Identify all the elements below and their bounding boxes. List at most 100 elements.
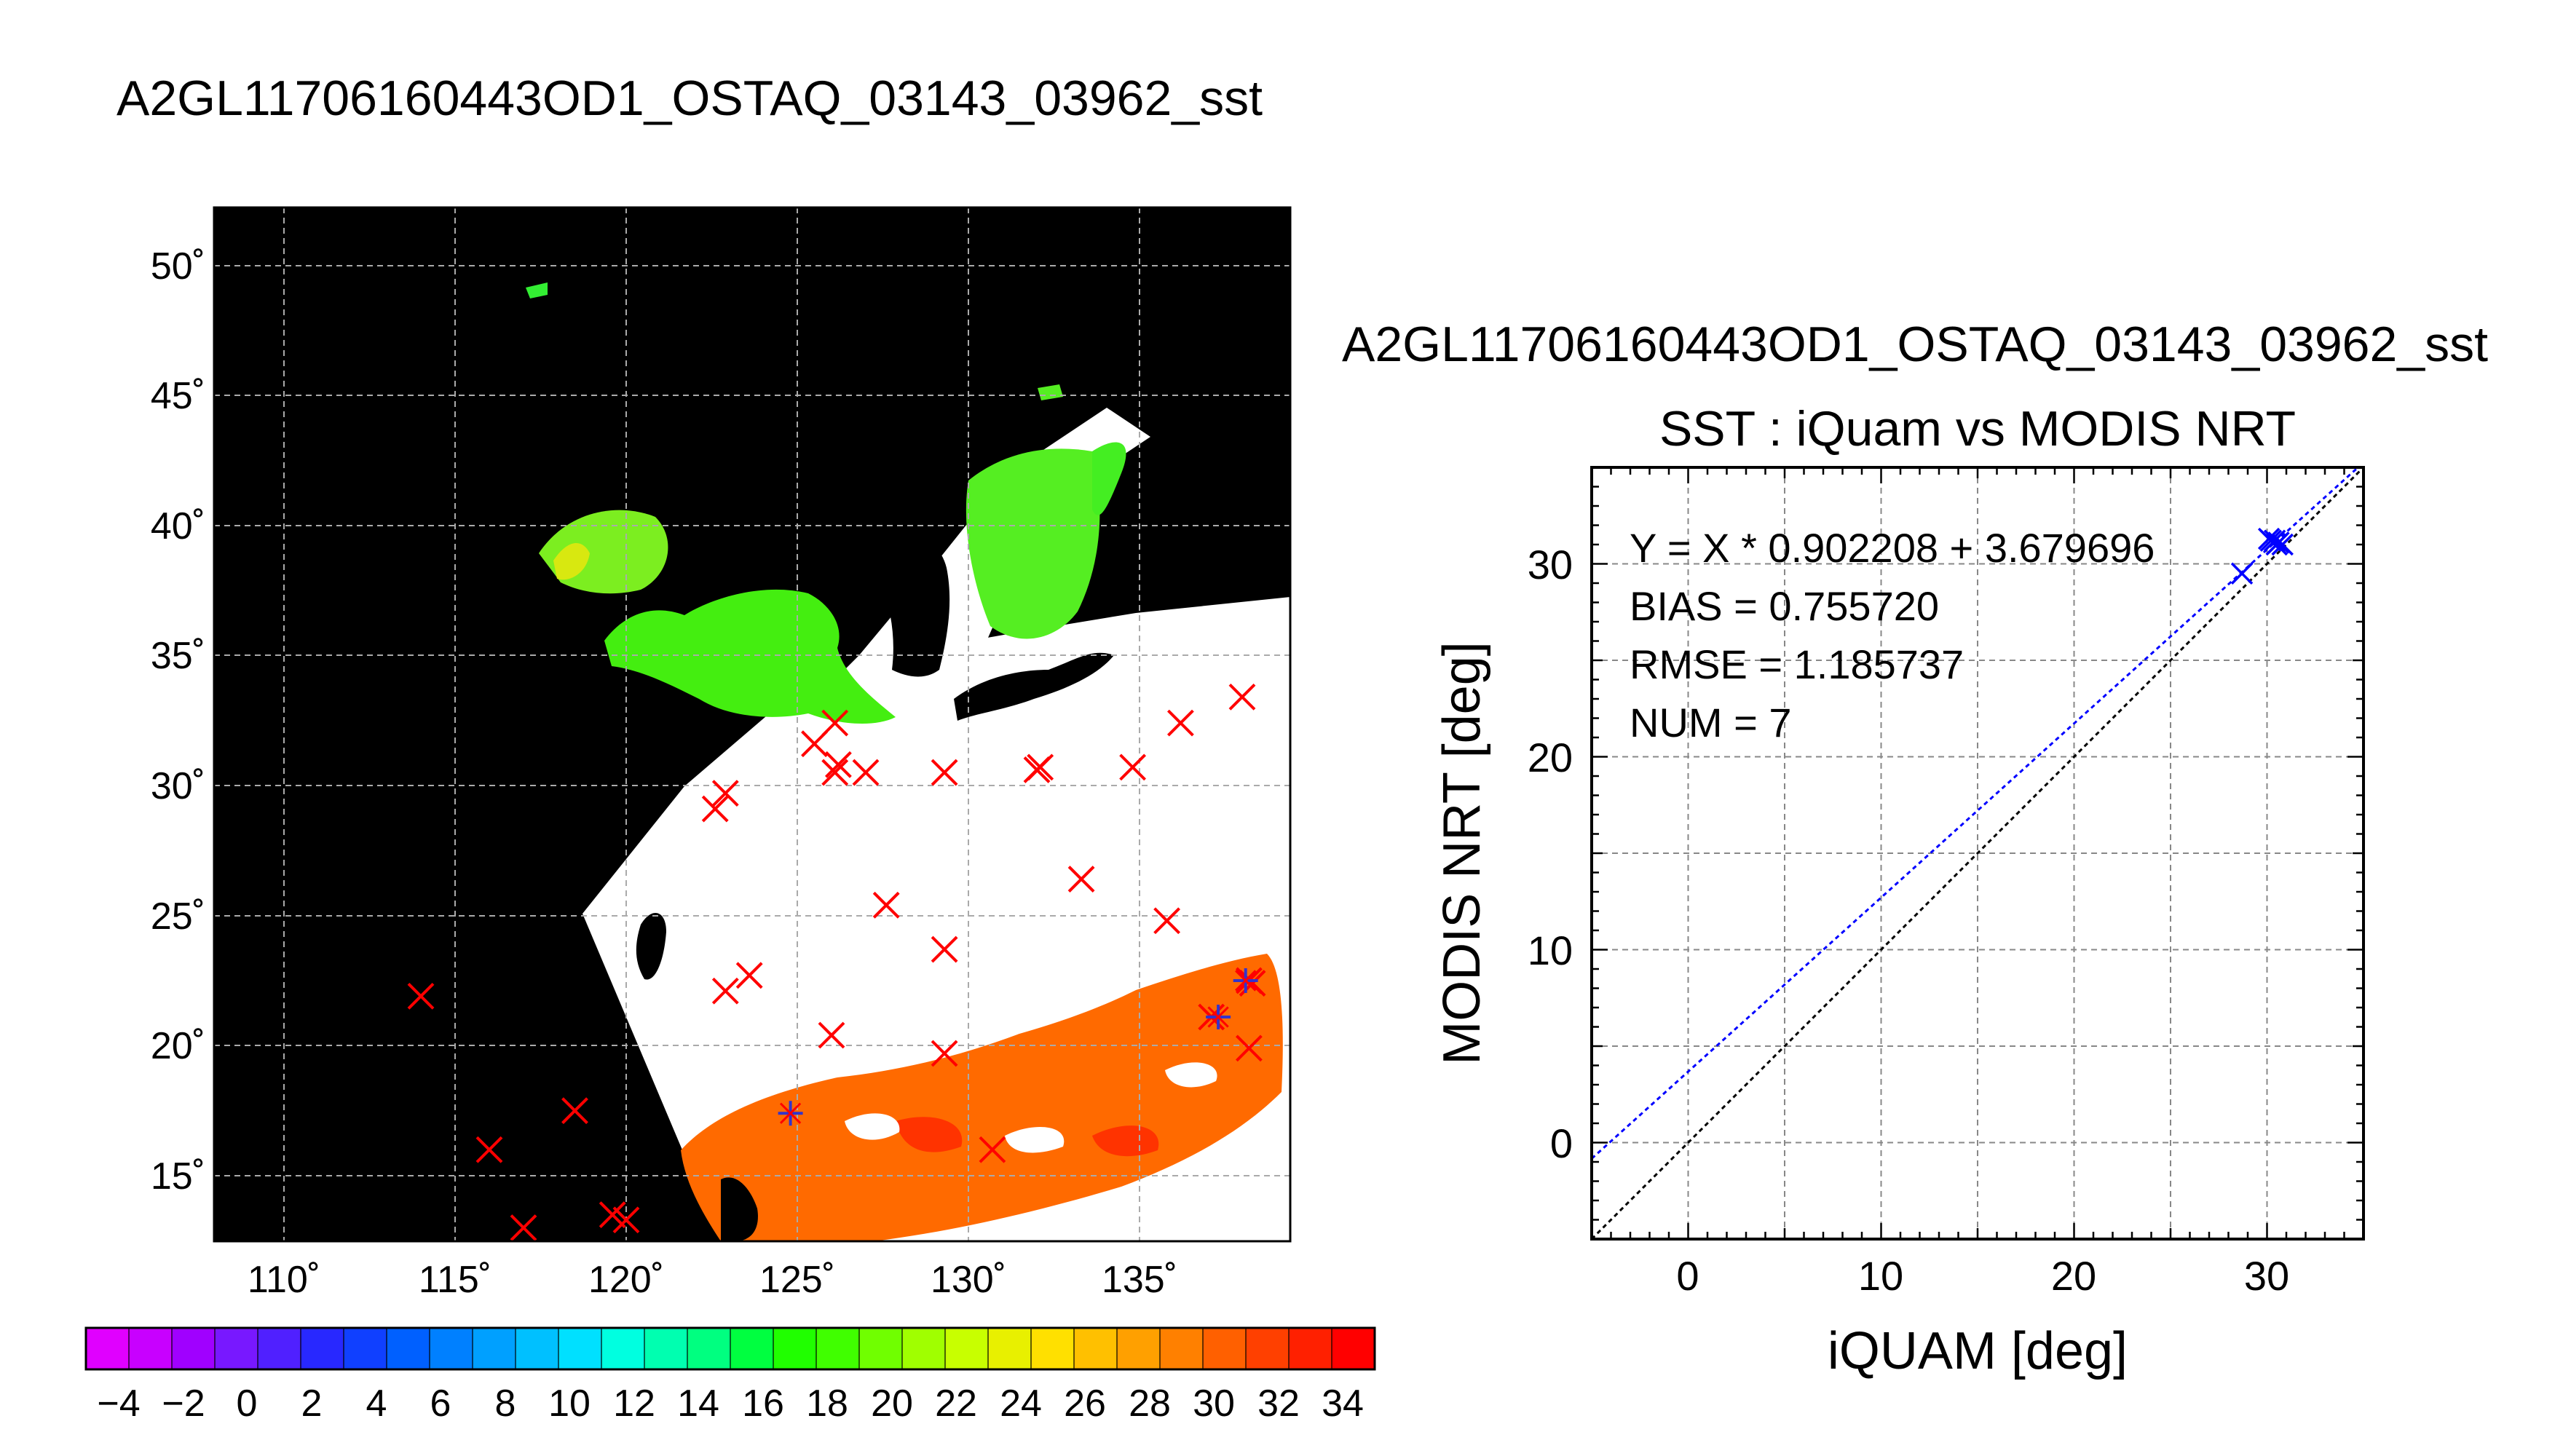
colorbar-cell: [644, 1328, 688, 1369]
matchup-marker-red: [852, 759, 880, 786]
lat-tick-label: 30˚: [151, 765, 205, 807]
colorbar-tick-label: −4: [97, 1382, 140, 1425]
colorbar-cell: [902, 1328, 946, 1369]
colorbar-cell: [258, 1328, 301, 1369]
matchup-marker-red: [824, 751, 852, 778]
matchup-marker-red: [1235, 1034, 1263, 1062]
scatter-stats: Y = X * 0.902208 + 3.679696 BIAS = 0.755…: [1630, 525, 2155, 745]
lat-tick-label: 45˚: [151, 375, 205, 417]
sst-east-sea: [965, 448, 1100, 639]
colorbar-tick-label: 30: [1193, 1382, 1235, 1425]
colorbar-tick-label: 28: [1129, 1382, 1171, 1425]
scatter-point: [2271, 533, 2294, 556]
lat-tick-label: 15˚: [151, 1155, 205, 1198]
matchup-marker-red: [1027, 753, 1054, 781]
lat-tick-label: 25˚: [151, 895, 205, 938]
matchup-marker-red: [561, 1097, 588, 1125]
colorbar-cell: [344, 1328, 387, 1369]
colorbar: −4 −2 0 2 4 6 8 10 12 14 16 18 20 22 24 …: [84, 1326, 1376, 1425]
lat-tick-label: 35˚: [151, 635, 205, 677]
colorbar-cell: [687, 1328, 731, 1369]
map-frame: [213, 206, 1292, 1243]
matchup-marker-blue: [1206, 1004, 1231, 1029]
lat-tick-label: 20˚: [151, 1025, 205, 1067]
matchup-marker-red: [801, 730, 828, 758]
matchup-marker-red: [1228, 683, 1256, 711]
y-tick-label: 30: [1528, 542, 1573, 587]
scatter-frame: [1590, 466, 2365, 1241]
colorbar-tick-label: 2: [301, 1382, 323, 1425]
colorbar-tick-label: 32: [1257, 1382, 1300, 1425]
colorbar-tick-label: 8: [495, 1382, 516, 1425]
x-tick-label: 0: [1676, 1253, 1699, 1299]
colorbar-cell: [301, 1328, 344, 1369]
num-value: NUM = 7: [1630, 700, 1792, 745]
matchup-marker-red: [510, 1214, 537, 1241]
regression-line: [1592, 467, 2360, 1160]
scatter-title: SST : iQuam vs MODIS NRT: [1659, 401, 2296, 456]
colorbar-cell: [773, 1328, 817, 1369]
matchup-marker-red: [821, 709, 849, 737]
colorbar-tick-label: 26: [1064, 1382, 1106, 1425]
matchup-marker-red: [818, 1021, 845, 1049]
scatter-points: [2230, 527, 2294, 585]
lon-tick-label: 135˚: [1102, 1259, 1177, 1301]
matchup-marker-red: [1153, 907, 1181, 935]
bias-value: BIAS = 0.755720: [1630, 583, 1939, 629]
rmse-value: RMSE = 1.185737: [1630, 641, 1964, 687]
colorbar-cell: [816, 1328, 860, 1369]
scatter-xtick-labels: 0 10 20 30: [1676, 1253, 2289, 1299]
colorbar-cell: [1289, 1328, 1332, 1369]
x-tick-label: 20: [2051, 1253, 2096, 1299]
colorbar-cell: [1332, 1328, 1375, 1369]
colorbar-tick-label: 20: [871, 1382, 913, 1425]
colorbar-cell: [1203, 1328, 1247, 1369]
land-taiwan: [636, 912, 666, 980]
land-luzon: [721, 1177, 758, 1241]
colorbar-tick-label: 4: [366, 1382, 387, 1425]
matchup-marker-red: [821, 759, 849, 786]
colorbar-cell: [129, 1328, 173, 1369]
matchup-marker-red: [475, 1136, 503, 1163]
matchup-marker-red: [711, 780, 739, 807]
colorbar-tick-label: 14: [677, 1382, 719, 1425]
matchup-marker-red: [979, 1136, 1006, 1163]
colorbar-cell: [86, 1328, 130, 1369]
figure-title: A2GL11706160443OD1_OSTAQ_03143_03962_sst: [117, 71, 1263, 126]
colorbar-cell: [1160, 1328, 1204, 1369]
sst-north-patch: [526, 282, 548, 298]
colorbar-tick-label: 0: [237, 1382, 258, 1425]
y-tick-label: 0: [1550, 1120, 1573, 1166]
matchup-marker-red: [1067, 866, 1095, 893]
map-graticule: [214, 207, 1290, 1241]
lon-tick-labels: 110˚ 115˚ 120˚ 125˚ 130˚ 135˚: [248, 1259, 1177, 1301]
scatter-point: [2267, 531, 2290, 554]
matchup-marker-red: [735, 962, 763, 989]
sst-yellow-sea: [604, 589, 896, 724]
sst-warm-region: [681, 954, 1283, 1241]
matchup-marker-red: [1119, 753, 1147, 781]
scatter-point: [2230, 562, 2254, 585]
x-tick-label: 10: [1858, 1253, 1903, 1299]
colorbar-cell: [601, 1328, 645, 1369]
matchup-marker-blue: [1233, 968, 1258, 993]
sst-map: 15˚ 20˚ 25˚ 30˚ 35˚ 40˚ 45˚ 50˚ 110˚ 115…: [151, 206, 1292, 1301]
lon-tick-label: 130˚: [931, 1259, 1006, 1301]
lat-tick-label: 50˚: [151, 245, 205, 288]
matchup-marker-red: [1166, 709, 1194, 737]
lon-tick-label: 120˚: [588, 1259, 664, 1301]
y-tick-label: 20: [1528, 735, 1573, 780]
colorbar-cell: [730, 1328, 774, 1369]
fit-equation: Y = X * 0.902208 + 3.679696: [1630, 525, 2155, 571]
matchup-marker-blue: [778, 1101, 803, 1126]
x-axis-label: iQUAM [deg]: [1828, 1322, 2128, 1380]
lon-tick-label: 125˚: [759, 1259, 835, 1301]
matchup-marker-red: [711, 977, 739, 1005]
colorbar-tick-label: 16: [742, 1382, 784, 1425]
colorbar-cell: [430, 1328, 473, 1369]
sst-cloud-holes: [845, 1062, 1217, 1153]
sst-warmest-patches: [896, 1117, 1159, 1157]
colorbar-tick-label: 18: [806, 1382, 848, 1425]
colorbar-cell: [988, 1328, 1032, 1369]
